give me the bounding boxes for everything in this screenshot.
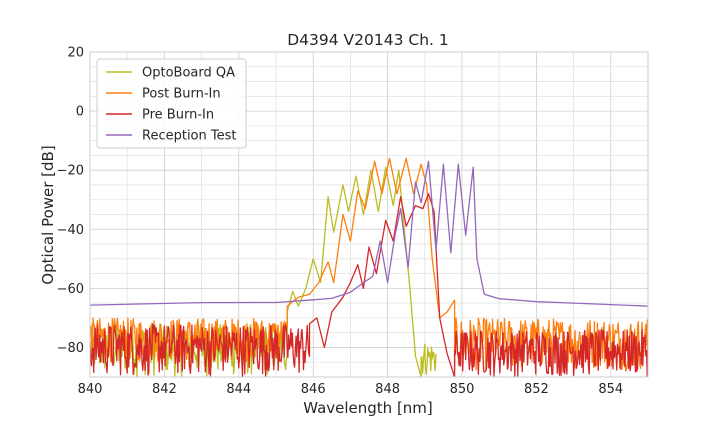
series-line-1: [90, 157, 648, 372]
x-axis-title: Wavelength [nm]: [303, 399, 433, 417]
x-tick-label: 854: [598, 382, 623, 397]
legend-label: OptoBoard QA: [142, 66, 235, 81]
y-tick-label: −80: [57, 341, 84, 356]
x-tick-label: 842: [152, 382, 177, 397]
series-line-3: [90, 160, 648, 307]
x-tick-label: 850: [450, 382, 475, 397]
y-axis-title: Optical Power [dB]: [39, 145, 57, 284]
legend: OptoBoard QA Post Burn-In Pre Burn-In Recep…: [96, 58, 247, 149]
axes-border: [89, 51, 649, 378]
x-tick-label: 840: [78, 382, 103, 397]
y-tick-label: 20: [67, 46, 84, 61]
chart-title: D4394 V20143 Ch. 1: [287, 31, 449, 49]
plot-series-group: [90, 157, 648, 377]
legend-box: [96, 58, 247, 149]
x-tick-label: 844: [226, 382, 251, 397]
plot-area: [90, 157, 648, 377]
legend-label: Post Burn-In: [142, 87, 221, 102]
y-tick-label: −20: [57, 164, 84, 179]
legend-label: Reception Test: [142, 129, 236, 144]
axes-frame: [89, 51, 649, 378]
tick-labels: 840 842 844 846 848 850 852 854 −80 −60 −40 −20 0 20: [57, 46, 624, 398]
x-tick-label: 848: [375, 382, 400, 397]
legend-label: Pre Burn-In: [142, 108, 214, 123]
y-tick-label: −40: [57, 223, 84, 238]
x-tick-label: 852: [524, 382, 549, 397]
x-tick-label: 846: [301, 382, 326, 397]
y-tick-label: 0: [76, 105, 84, 120]
series-line-2: [90, 193, 648, 377]
y-tick-label: −60: [57, 282, 84, 297]
